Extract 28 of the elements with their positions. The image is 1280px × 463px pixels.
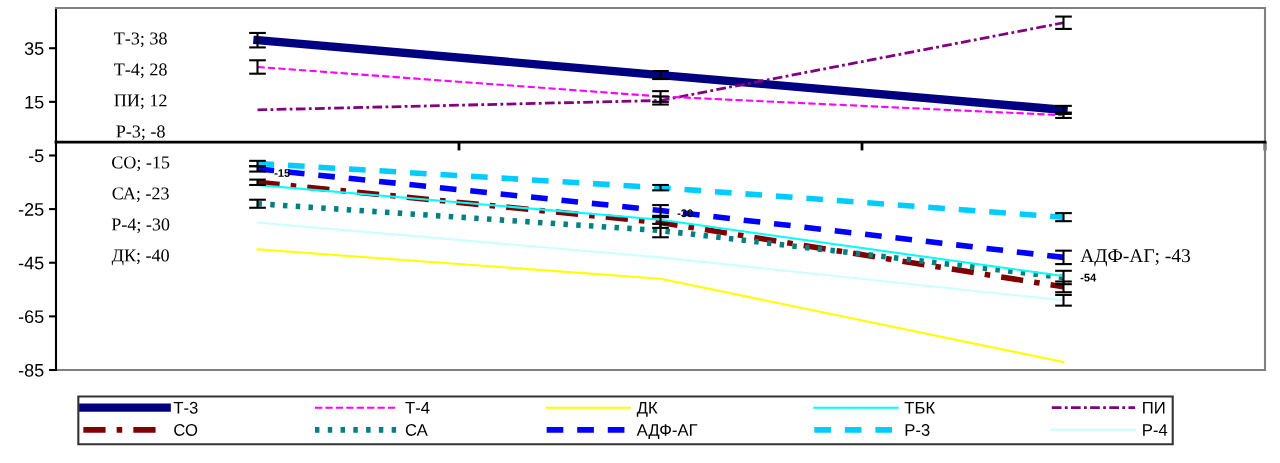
- y-tick-label: -45: [18, 256, 44, 270]
- annotation: Р-3; -8: [116, 125, 165, 141]
- annotation: СА; -23: [112, 187, 169, 203]
- data-label: -15: [274, 169, 290, 177]
- legend-label: ТБК: [904, 402, 936, 414]
- y-tick-label: -5: [28, 149, 44, 163]
- legend-label: АДФ-АГ: [636, 424, 698, 440]
- annotation: ПИ; 12: [114, 94, 167, 110]
- legend-label: Т-3: [173, 401, 198, 414]
- legend-label: ПИ: [1143, 402, 1165, 414]
- legend-label: СО: [174, 424, 198, 436]
- legend-label: Р-4: [1143, 424, 1168, 436]
- data-label: АДФ-АГ; -43: [1080, 249, 1191, 267]
- legend-label: Т-4: [405, 402, 430, 414]
- annotation: Т-4; 28: [114, 63, 167, 79]
- annotation: Т-3; 38: [114, 32, 167, 48]
- legend-label: Р-3: [905, 424, 930, 436]
- y-tick-label: -85: [18, 363, 44, 377]
- y-tick-label: -25: [18, 203, 44, 216]
- y-tick-label: 35: [24, 42, 44, 55]
- legend-label: ДК: [636, 402, 658, 417]
- legend-label: СА: [405, 424, 428, 436]
- y-tick-label: 15: [25, 95, 44, 109]
- y-tick-label: -65: [18, 310, 44, 324]
- annotation: СО; -15: [112, 156, 170, 172]
- annotation: Р-4; -30: [111, 218, 170, 234]
- data-label: -54: [1080, 273, 1097, 282]
- annotation: ДК; -40: [111, 249, 169, 266]
